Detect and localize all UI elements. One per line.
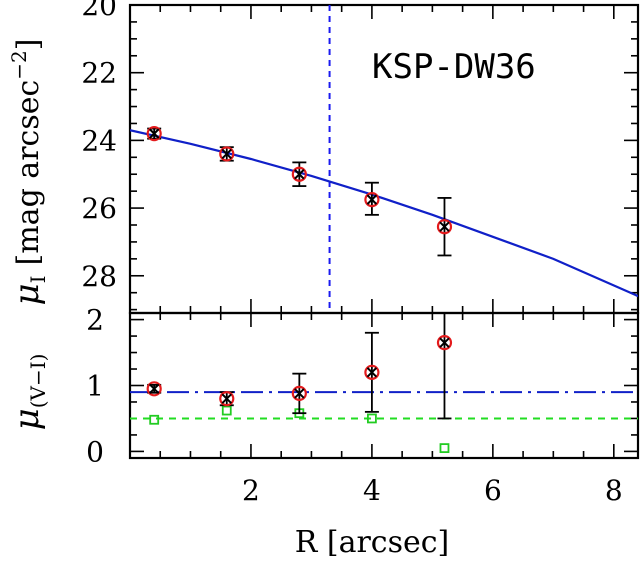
bottom-y-axis-title-subscript: (V−I)	[26, 354, 50, 409]
bottom-y-axis-title-symbol: μ	[7, 408, 47, 430]
bottom-data-cross-marker	[294, 388, 305, 399]
top-y-axis-title-units: [mag arcsec	[11, 80, 46, 266]
top-y-tick-label: 20	[81, 0, 117, 22]
bottom-y-axis-title: μ(V−I)	[7, 354, 50, 431]
bottom-panel-frame	[128, 311, 640, 460]
green-square-marker	[149, 414, 160, 425]
bottom-data-circle-marker	[146, 381, 162, 397]
top-data-circle-marker	[291, 166, 307, 182]
bottom-panel-plot-area	[130, 313, 638, 454]
top-panel-plot-area	[130, 5, 638, 313]
axis-ticks	[129, 4, 638, 458]
top-data-cross-marker	[148, 128, 160, 139]
green-square-marker	[367, 413, 377, 424]
top-y-tick-label: 26	[81, 192, 117, 225]
top-data-circle-marker	[436, 219, 453, 235]
top-y-tick-label: 22	[81, 57, 117, 90]
bottom-data-circle-marker	[291, 385, 307, 402]
top-data-cross-marker	[366, 194, 378, 205]
bottom-data-cross-marker	[148, 383, 160, 395]
bottom-data-cross-marker	[221, 393, 232, 404]
bottom-data-cross-marker	[366, 367, 378, 378]
top-data-cross-marker	[221, 148, 232, 160]
x-axis-title: R [arcsec]	[295, 525, 450, 560]
x-tick-label: 8	[605, 474, 623, 507]
top-y-tick-label: 28	[81, 260, 117, 293]
galaxy-name-annotation: KSP-DW36	[372, 47, 536, 87]
top-y-tick-label: 24	[81, 124, 117, 157]
top-y-axis-title-symbol: μ	[7, 283, 47, 305]
bottom-y-tick-label: 1	[86, 370, 104, 403]
top-data-circle-marker	[219, 146, 235, 162]
bottom-y-tick-label: 2	[86, 304, 104, 337]
bottom-data-circle-marker	[436, 335, 453, 351]
x-tick-label: 4	[363, 474, 381, 507]
top-data-cross-marker	[294, 169, 305, 180]
top-data-circle-marker	[364, 192, 380, 208]
green-square-marker	[221, 405, 232, 416]
sersic-fit-line	[130, 129, 638, 298]
bottom-data-circle-marker	[364, 364, 380, 380]
x-tick-label: 2	[242, 474, 260, 507]
top-data-cross-marker	[439, 221, 450, 232]
bottom-data-cross-marker	[439, 337, 450, 348]
top-y-axis-title-close: ]	[11, 39, 46, 51]
top-y-axis-title-subscript: I	[26, 275, 50, 283]
x-tick-label: 6	[484, 474, 502, 507]
bottom-data-circle-marker	[219, 391, 235, 407]
top-y-axis-title: μI [mag arcsec−2]	[7, 39, 50, 306]
green-square-marker	[439, 443, 450, 454]
top-data-circle-marker	[146, 126, 162, 142]
bottom-y-tick-label: 0	[86, 435, 104, 468]
top-y-axis-title-exponent: −2	[7, 50, 31, 79]
